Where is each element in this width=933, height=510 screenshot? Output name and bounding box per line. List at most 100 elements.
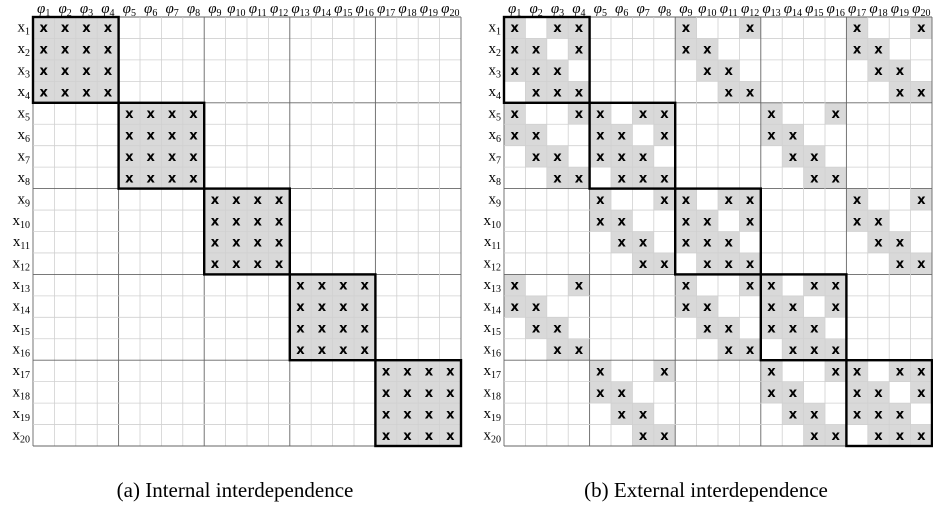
block-border xyxy=(31,15,120,105)
cell xyxy=(33,17,55,39)
column-label: φ14 xyxy=(313,1,331,19)
cell-mark: x xyxy=(874,407,883,422)
column-label: φ7 xyxy=(165,1,178,19)
cell xyxy=(611,403,633,425)
cell xyxy=(760,102,783,125)
cell-mark: x xyxy=(382,407,391,422)
caption: (b) External interdependence xyxy=(584,478,828,502)
column-label: φ17 xyxy=(848,1,866,19)
cell-mark: x xyxy=(853,193,862,208)
cell-mark: x xyxy=(446,407,455,422)
cell xyxy=(504,102,526,125)
cell-mark: x xyxy=(618,171,627,186)
row-label: x7 xyxy=(489,148,502,166)
cell xyxy=(504,274,526,296)
cell-mark: x xyxy=(746,193,755,208)
cell-mark: x xyxy=(125,128,134,143)
cell-mark: x xyxy=(61,86,70,101)
cell xyxy=(354,338,376,361)
cell xyxy=(696,295,718,318)
cell xyxy=(568,274,590,296)
cell xyxy=(846,38,868,60)
cell-mark: x xyxy=(104,43,113,58)
cell-mark: x xyxy=(917,429,926,444)
cell-mark: x xyxy=(532,43,541,58)
cell xyxy=(825,338,847,361)
cell xyxy=(204,252,226,275)
cell-mark: x xyxy=(511,64,520,79)
cell-mark: x xyxy=(874,64,883,79)
cell xyxy=(75,38,98,60)
cell-mark: x xyxy=(596,150,605,165)
cell xyxy=(696,38,718,60)
cell-mark: x xyxy=(361,322,370,337)
cell-mark: x xyxy=(596,128,605,143)
cell xyxy=(33,81,55,103)
cell-mark: x xyxy=(446,364,455,379)
cell xyxy=(289,274,312,296)
cell-mark: x xyxy=(446,429,455,444)
column-label: φ15 xyxy=(805,1,823,19)
row-label: x4 xyxy=(18,84,31,102)
cell xyxy=(546,317,569,339)
cell-mark: x xyxy=(553,343,562,358)
cell-mark: x xyxy=(104,21,113,36)
cell-mark: x xyxy=(211,257,220,272)
cell-mark: x xyxy=(553,150,562,165)
block-border xyxy=(759,273,848,362)
cell-mark: x xyxy=(275,193,284,208)
cell-mark: x xyxy=(618,128,627,143)
column-label: φ2 xyxy=(529,1,542,19)
cell xyxy=(611,124,633,146)
cell-mark: x xyxy=(254,193,263,208)
cell-mark: x xyxy=(82,21,91,36)
cell-mark: x xyxy=(168,128,177,143)
column-label: φ4 xyxy=(101,1,114,19)
cell-mark: x xyxy=(61,21,70,36)
cell-mark: x xyxy=(789,386,798,401)
cell xyxy=(867,210,890,232)
cell xyxy=(418,424,440,446)
block-border xyxy=(502,15,591,105)
cell xyxy=(803,338,825,361)
cell-mark: x xyxy=(789,407,798,422)
cell xyxy=(504,295,526,318)
cell xyxy=(889,252,911,275)
cell xyxy=(632,252,654,275)
cell xyxy=(396,403,419,425)
column-label: φ6 xyxy=(144,1,157,19)
cell xyxy=(504,124,526,146)
cell xyxy=(782,295,804,318)
cell xyxy=(568,338,590,361)
cell-mark: x xyxy=(339,279,348,294)
cell xyxy=(718,81,740,103)
cell xyxy=(182,145,205,168)
row-label: x1 xyxy=(18,20,31,38)
cell xyxy=(867,424,890,446)
cell-mark: x xyxy=(896,257,905,272)
cell-mark: x xyxy=(917,364,926,379)
cell-mark: x xyxy=(553,64,562,79)
cell-mark: x xyxy=(853,43,862,58)
cell xyxy=(760,360,783,382)
column-label: φ13 xyxy=(762,1,780,19)
cell xyxy=(632,167,654,189)
cell-mark: x xyxy=(789,300,798,315)
cell xyxy=(846,360,868,382)
cell xyxy=(760,317,783,339)
cell xyxy=(525,317,547,339)
cell xyxy=(867,231,890,253)
cell-mark: x xyxy=(275,257,284,272)
cell xyxy=(375,381,397,404)
cell-mark: x xyxy=(254,236,263,251)
block-border xyxy=(202,187,291,276)
cell-mark: x xyxy=(232,193,241,208)
cell-mark: x xyxy=(511,43,520,58)
cell-mark: x xyxy=(575,86,584,101)
cell-mark: x xyxy=(767,386,776,401)
cell xyxy=(375,424,397,446)
cell xyxy=(546,145,569,168)
cell xyxy=(247,188,269,211)
cell-mark: x xyxy=(874,214,883,229)
cell-mark: x xyxy=(361,343,370,358)
